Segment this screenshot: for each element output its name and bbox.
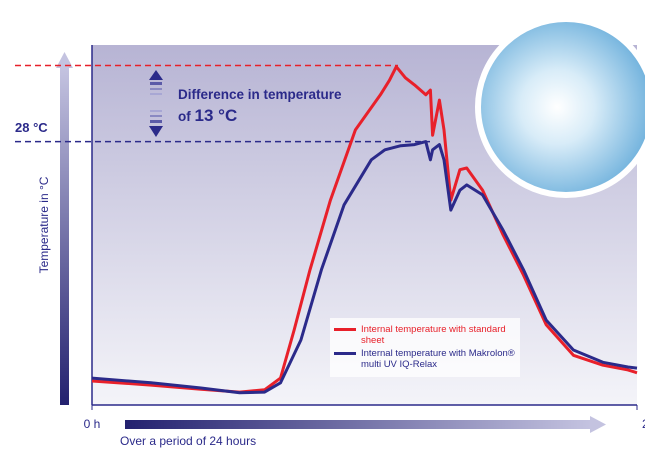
x-tick-label: 24 h <box>642 417 645 431</box>
annotation-value: 13 °C <box>194 106 238 125</box>
y-arrow <box>60 68 69 405</box>
legend-swatch <box>334 352 356 355</box>
difference-arrows <box>149 70 163 137</box>
series-line <box>91 140 638 395</box>
legend: Internal temperature with standard sheet… <box>330 318 520 377</box>
annotation: Difference in temperature of 13 °C <box>178 84 342 127</box>
x-arrow <box>125 420 590 429</box>
x-arrow-head <box>590 416 606 433</box>
y-arrow-head <box>56 52 73 68</box>
annotation-of: of <box>178 109 191 124</box>
legend-label: Internal temperature with standard sheet <box>361 324 506 346</box>
legend-item: Internal temperature with Makrolon® mult… <box>334 348 516 370</box>
legend-swatch <box>334 328 356 331</box>
y-axis-label: Temperature in °C <box>37 176 51 273</box>
annotation-line2: of 13 °C <box>178 105 342 127</box>
series-line <box>91 65 638 394</box>
sky-image <box>475 16 645 198</box>
x-axis-label: Over a period of 24 hours <box>120 434 256 448</box>
y-tick-label: 28 °C <box>15 120 48 135</box>
annotation-line1: Difference in temperature <box>178 87 342 102</box>
legend-label: Internal temperature with Makrolon® mult… <box>361 348 515 370</box>
x-tick-label: 0 h <box>84 417 101 431</box>
legend-item: Internal temperature with standard sheet <box>334 324 516 346</box>
